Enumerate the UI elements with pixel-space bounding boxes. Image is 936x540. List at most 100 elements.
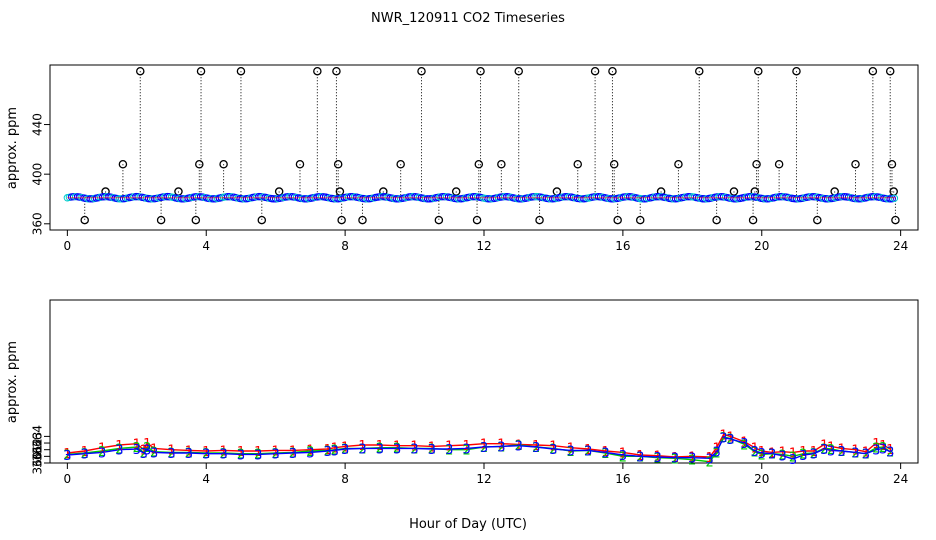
spike-point [573,159,582,169]
series-3-marker: 3 [272,448,280,463]
series-1-marker: 1 [115,439,123,454]
series-2-marker: 2 [872,442,880,457]
series-1-marker: 1 [393,440,401,455]
series-2-marker: 2 [428,442,436,457]
series-1-marker: 1 [851,444,859,459]
bottom-ytick-label: 362 [31,438,45,461]
baseline-point [890,194,899,203]
series-2-marker: 2 [827,443,835,458]
spike-point [851,159,860,169]
series-1-marker: 1 [219,444,227,459]
series-3-marker: 3 [324,445,332,460]
spike-point [136,66,145,76]
series-2-marker: 2 [480,441,488,456]
series-3-marker: 3 [98,446,106,461]
series-2-marker: 2 [740,438,748,453]
spike-point [497,159,506,169]
series-1-marker: 1 [810,445,818,460]
series-2-marker: 2 [636,450,644,465]
top-panel-y-label: approx. ppm [5,107,20,189]
series-1-marker: 1 [872,437,880,452]
series-3-marker: 3 [827,444,835,459]
series-3-marker: 3 [726,433,734,448]
top-panel-baseline-points [63,192,899,203]
series-2-marker: 2 [584,444,592,459]
series-1-marker: 1 [758,445,766,460]
bottom-panel-series-lines [67,433,891,463]
series-3-marker: 3 [497,440,505,455]
bottom-xtick-label: 4 [202,472,210,486]
spike-point [656,187,666,196]
series-2-marker: 2 [167,446,175,461]
series-2-marker: 2 [789,450,797,465]
top-xtick-label: 0 [64,239,72,253]
series-1-marker: 1 [636,449,644,464]
series-3-marker: 3 [143,444,151,459]
top-ytick-label: 440 [31,113,45,136]
spike-point [813,215,822,225]
series-1-marker: 1 [567,442,575,457]
series-2-marker: 2 [619,450,627,465]
series-1-marker: 1 [341,440,349,455]
spike-point [754,66,763,76]
spike-point [774,159,784,169]
spike-point [236,66,246,76]
series-1-marker: 1 [63,447,71,462]
series-2-marker: 2 [549,442,557,457]
series-2-marker: 2 [532,441,540,456]
spike-point [219,159,228,169]
series-2-marker: 2 [462,444,470,459]
series-3-marker: 3 [185,447,193,462]
series-2-marker: 2 [751,446,759,461]
bottom-xtick-label: 20 [754,472,769,486]
series-3-marker: 3 [289,447,297,462]
series-2-marker: 2 [63,448,71,463]
top-panel-frame [49,64,919,231]
series-2-marker: 2 [237,448,245,463]
series-2-marker: 2 [324,444,332,459]
series-3-marker: 3 [428,443,436,458]
series-2-marker: 2 [688,454,696,469]
series-2-marker: 2 [341,442,349,457]
series-3-marker: 3 [254,448,262,463]
series-3-marker: 3 [688,452,696,467]
series-2-marker: 2 [497,440,505,455]
series-2-marker: 2 [143,441,151,456]
series-3-marker: 3 [768,448,776,463]
top-xtick-label: 20 [754,239,769,253]
series-2-marker: 2 [768,448,776,463]
spike-point [885,66,895,76]
spike-point [156,215,166,225]
series-3-marker: 3 [219,448,227,463]
series-1-marker: 1 [862,446,870,461]
series-1-marker: 1 [789,446,797,461]
series-3-marker: 3 [202,448,210,463]
bottom-xtick-label: 16 [615,472,630,486]
top-ytick-label: 400 [31,163,45,186]
series-3-marker: 3 [515,440,523,455]
series-2-marker: 2 [671,452,679,467]
series-1-marker: 1 [726,430,734,445]
top-xtick-label: 8 [341,239,349,253]
series-3-marker: 3 [532,441,540,456]
series-2-marker: 2 [358,442,366,457]
series-3-marker: 3 [167,447,175,462]
spike-point [752,159,761,169]
series-1-marker: 1 [532,439,540,454]
series-3-marker: 3 [778,450,786,465]
bottom-ytick-label: 363 [31,432,45,455]
spike-point [792,66,801,76]
series-3-marker: 3 [115,444,123,459]
top-xtick-label: 24 [893,239,908,253]
series-3-marker: 3 [341,443,349,458]
bottom-ytick-label: 364 [31,425,45,448]
series-1-marker: 1 [358,439,366,454]
series-2-marker: 2 [376,442,384,457]
spike-point [191,215,201,225]
series-1-marker: 1 [462,439,470,454]
series-2-marker: 2 [272,447,280,462]
spike-point [891,215,900,225]
bottom-xtick-label: 0 [64,472,72,486]
